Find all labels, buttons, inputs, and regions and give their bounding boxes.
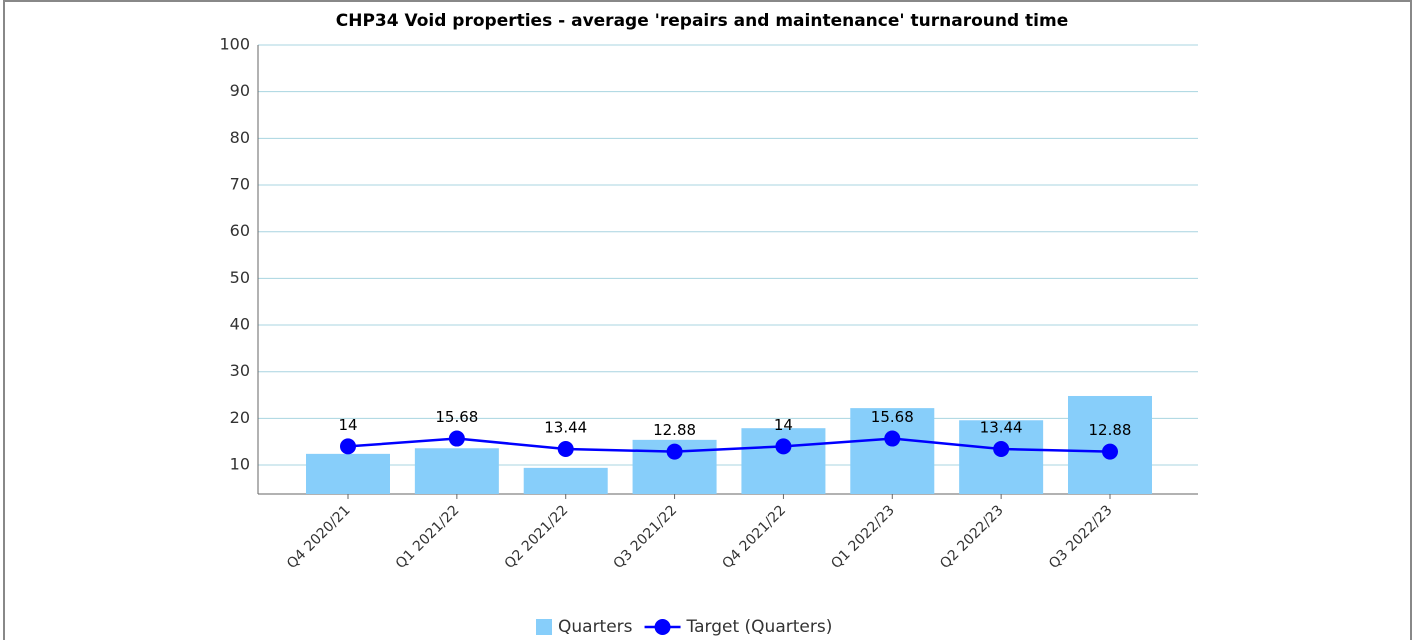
value-label: 15.68	[435, 408, 478, 426]
point	[1102, 443, 1118, 460]
legend-swatch	[536, 619, 552, 635]
y-tick-label: 20	[230, 408, 250, 427]
value-label: 14	[774, 416, 793, 434]
point	[666, 443, 683, 460]
y-tick-label: 70	[230, 175, 250, 194]
point	[775, 438, 792, 455]
x-tick-label: Q3 2021/22	[611, 502, 681, 572]
y-tick-label: 30	[230, 361, 250, 380]
x-tick-label: Q2 2021/22	[502, 502, 572, 572]
point	[884, 430, 901, 447]
y-tick-label: 90	[230, 81, 250, 100]
x-tick-label: Q1 2021/22	[393, 502, 463, 572]
bar	[306, 453, 390, 494]
bar	[414, 448, 499, 494]
bar	[959, 420, 1044, 494]
x-tick-label: Q2 2022/23	[937, 502, 1007, 572]
y-tick-label: 10	[230, 455, 250, 474]
legend-label: Quarters	[558, 617, 633, 637]
point	[340, 438, 356, 455]
y-tick-label: 60	[230, 221, 250, 240]
chart-title: CHP34 Void properties - average 'repairs…	[336, 11, 1069, 31]
x-tick-label: Q1 2022/23	[828, 502, 898, 572]
point	[557, 441, 574, 458]
bar	[523, 467, 608, 494]
value-label: 12.88	[653, 421, 696, 439]
value-label: 12.88	[1089, 421, 1132, 439]
x-tick-label: Q4 2020/21	[284, 502, 354, 572]
legend-label: Target (Quarters)	[686, 617, 833, 637]
x-tick-label: Q4 2021/22	[719, 502, 789, 572]
y-tick-label: 80	[230, 128, 250, 147]
point	[993, 441, 1010, 458]
y-tick-label: 40	[230, 315, 250, 334]
frame	[3, 0, 1412, 640]
value-label: 13.44	[980, 419, 1023, 437]
value-label: 14	[338, 416, 357, 434]
y-tick-label: 50	[230, 268, 250, 287]
line	[347, 437, 1111, 453]
bar	[741, 428, 826, 494]
bar	[850, 408, 935, 494]
legend-swatch	[654, 619, 671, 635]
y-tick-label: 100	[219, 35, 250, 54]
point	[448, 430, 465, 447]
value-label: 13.44	[544, 419, 587, 437]
value-label: 15.68	[871, 408, 914, 426]
x-tick-label: Q3 2022/23	[1046, 502, 1116, 572]
